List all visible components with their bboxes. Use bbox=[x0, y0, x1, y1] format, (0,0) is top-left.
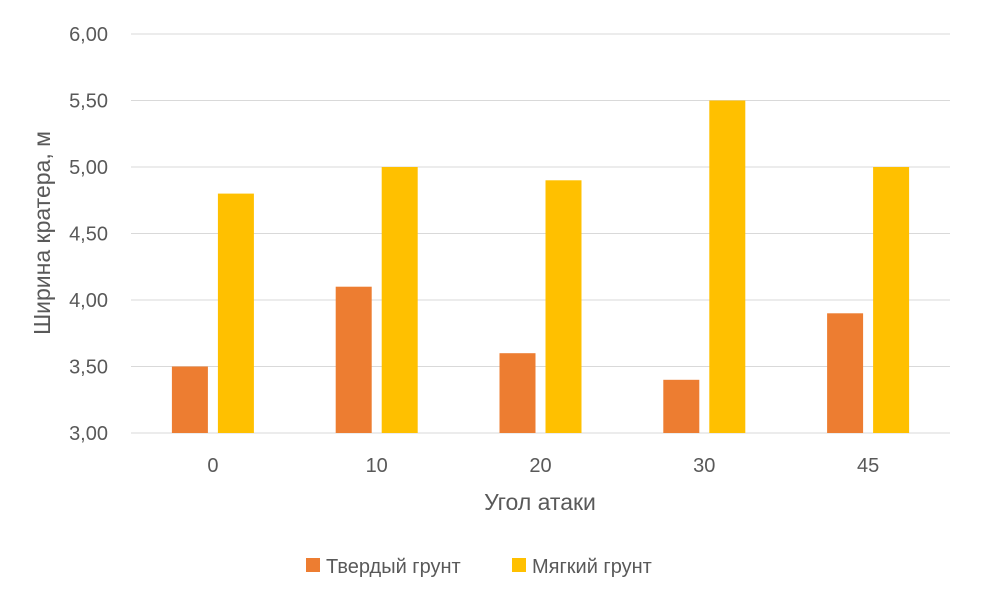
x-tick-label: 10 bbox=[366, 455, 388, 477]
y-tick-label: 6,00 bbox=[69, 24, 108, 46]
bar-hard-0 bbox=[171, 366, 208, 433]
y-tick-label: 5,00 bbox=[69, 157, 108, 179]
bar-soft-20 bbox=[545, 180, 582, 433]
y-tick-label: 5,50 bbox=[69, 91, 108, 113]
bar-soft-45 bbox=[873, 167, 910, 433]
legend: Твердый грунт Мягкий грунт bbox=[306, 556, 652, 578]
legend-swatch bbox=[306, 558, 320, 572]
x-tick-label: 30 bbox=[693, 455, 715, 477]
bar-soft-10 bbox=[381, 167, 418, 433]
y-axis-ticks: 3,00 3,50 4,00 4,50 5,00 5,50 6,00 bbox=[69, 24, 108, 445]
x-tick-label: 0 bbox=[207, 455, 218, 477]
y-tick-label: 4,50 bbox=[69, 224, 108, 246]
bar-soft-0 bbox=[217, 193, 254, 433]
bar-hard-20 bbox=[499, 353, 536, 433]
x-axis-ticks: 0 10 20 30 45 bbox=[207, 455, 879, 477]
bar-hard-10 bbox=[335, 286, 372, 433]
y-tick-label: 4,00 bbox=[69, 290, 108, 312]
y-axis-title: Ширина кратера, м bbox=[29, 131, 55, 335]
legend-label: Мягкий грунт bbox=[532, 556, 652, 578]
x-tick-label: 45 bbox=[857, 455, 879, 477]
y-tick-label: 3,00 bbox=[69, 423, 108, 445]
bar-hard-45 bbox=[827, 313, 864, 433]
x-tick-label: 20 bbox=[529, 455, 551, 477]
bar-soft-30 bbox=[709, 100, 746, 433]
bars bbox=[171, 100, 910, 433]
y-tick-label: 3,50 bbox=[69, 357, 108, 379]
bar-hard-30 bbox=[663, 379, 700, 433]
legend-label: Твердый грунт bbox=[326, 556, 461, 578]
x-axis-title: Угол атаки bbox=[484, 489, 596, 515]
gridlines bbox=[131, 33, 950, 434]
legend-swatch bbox=[512, 558, 526, 572]
